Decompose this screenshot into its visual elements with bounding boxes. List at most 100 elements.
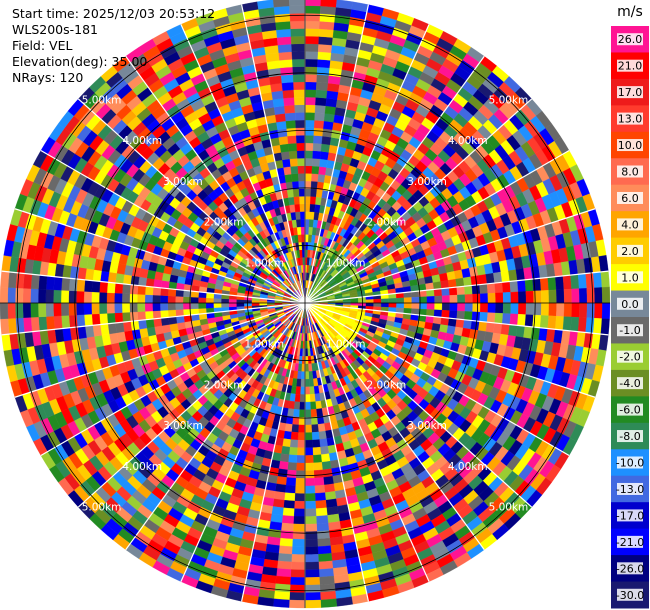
range-gate-cell <box>313 462 323 471</box>
range-gate-cell <box>283 97 295 107</box>
range-gate-cell <box>555 316 565 331</box>
range-gate-cell <box>283 430 292 440</box>
range-gate-cell <box>486 312 496 324</box>
range-gate-cell <box>281 82 294 91</box>
range-gate-cell <box>289 5 306 14</box>
range-gate-cell <box>547 276 557 291</box>
range-gate-cell <box>279 59 293 69</box>
range-gate-cell <box>586 287 595 304</box>
colorbar-tick-label: -2.0 <box>619 351 640 364</box>
range-gate-cell <box>144 286 154 296</box>
range-gate-cell <box>434 302 443 311</box>
range-gate-cell <box>585 272 595 289</box>
range-gate-cell <box>304 35 320 45</box>
range-gate-cell <box>314 120 325 129</box>
range-gate-cell <box>548 302 557 317</box>
range-gate-cell <box>304 470 315 479</box>
range-gate-cell <box>314 393 321 402</box>
range-gate-cell <box>322 468 333 478</box>
range-gate-cell <box>323 476 334 486</box>
range-gate-cell <box>316 515 329 524</box>
range-gate-cell <box>308 378 314 387</box>
range-gate-cell <box>304 157 313 167</box>
range-gate-cell <box>297 157 306 167</box>
range-gate-cell <box>441 302 451 311</box>
range-gate-cell <box>447 317 457 328</box>
range-gate-cell <box>508 269 518 282</box>
range-gate-cell <box>325 98 338 108</box>
range-gate-cell <box>525 302 534 316</box>
range-gate-cell <box>45 316 55 331</box>
range-gate-cell <box>304 104 316 113</box>
range-gate-cell <box>294 393 301 403</box>
range-gate-cell <box>426 296 435 304</box>
range-gate-cell <box>320 143 331 153</box>
range-gate-cell <box>284 173 293 183</box>
range-gate-cell <box>518 291 527 304</box>
range-gate-cell <box>282 438 291 448</box>
range-gate-cell <box>30 274 40 290</box>
range-gate-cell <box>323 113 335 123</box>
range-gate-cell <box>441 295 451 304</box>
range-gate-cell <box>288 150 298 160</box>
range-gate-cell <box>205 297 214 304</box>
range-gate-cell <box>107 271 117 284</box>
range-gate-cell <box>145 318 155 329</box>
range-gate-cell <box>53 315 63 330</box>
range-gate-cell <box>585 317 595 334</box>
range-gate-cell <box>318 560 334 570</box>
range-gate-cell <box>304 569 320 578</box>
range-gate-cell <box>293 196 300 205</box>
range-gate-cell <box>304 424 312 433</box>
range-gate-cell <box>289 439 298 448</box>
range-gate-cell <box>304 142 314 151</box>
colorbar-tick-label: 10.0 <box>618 139 643 152</box>
range-gate-cell <box>159 295 169 304</box>
range-gate-cell <box>319 21 335 31</box>
range-gate-cell <box>295 211 301 220</box>
range-gate-cell <box>277 43 292 53</box>
range-gate-cell <box>30 302 39 318</box>
range-gate-cell <box>320 5 337 16</box>
range-gate-cell <box>317 59 331 69</box>
range-gate-cell <box>472 302 481 313</box>
range-ring-label: 2.00km <box>204 217 244 229</box>
range-gate-cell <box>502 292 512 304</box>
range-gate-cell <box>294 500 306 510</box>
range-gate-cell <box>290 165 299 175</box>
range-gate-cell <box>271 506 284 516</box>
range-ring-label: 1.00km <box>244 257 284 269</box>
range-gate-cell <box>479 283 488 294</box>
range-gate-cell <box>312 142 322 152</box>
range-gate-cell <box>280 151 291 161</box>
range-gate-cell <box>295 127 306 136</box>
range-gate-cell <box>518 302 527 315</box>
colorbar-tick-label: -30.0 <box>616 589 644 602</box>
range-gate-cell <box>508 324 518 337</box>
range-gate-cell <box>314 112 326 122</box>
range-gate-cell <box>493 322 503 335</box>
range-gate-cell <box>314 477 325 486</box>
range-gate-cell <box>291 554 306 563</box>
range-gate-cell <box>287 135 297 144</box>
range-gate-cell <box>501 281 511 293</box>
range-gate-cell <box>524 278 534 292</box>
colorbar-tick-label: -1.0 <box>619 324 640 337</box>
range-gate-cell <box>313 469 324 479</box>
range-gate-cell <box>396 297 405 304</box>
range-ring-label: 3.00km <box>407 176 447 188</box>
colorbar-tick-label: -6.0 <box>619 404 640 417</box>
range-gate-cell <box>446 271 456 281</box>
range-gate-cell <box>114 282 124 294</box>
range-gate-cell <box>311 173 319 182</box>
range-gate-cell <box>319 575 335 585</box>
range-gate-cell <box>285 120 296 129</box>
range-ring-label: 2.00km <box>204 379 244 391</box>
range-gate-cell <box>304 203 311 212</box>
range-gate-cell <box>317 545 332 555</box>
range-gate-cell <box>304 432 313 441</box>
range-ring-label: 4.00km <box>122 135 162 147</box>
range-gate-cell <box>539 315 549 329</box>
range-gate-cell <box>304 211 310 220</box>
range-gate-cell <box>304 546 319 555</box>
